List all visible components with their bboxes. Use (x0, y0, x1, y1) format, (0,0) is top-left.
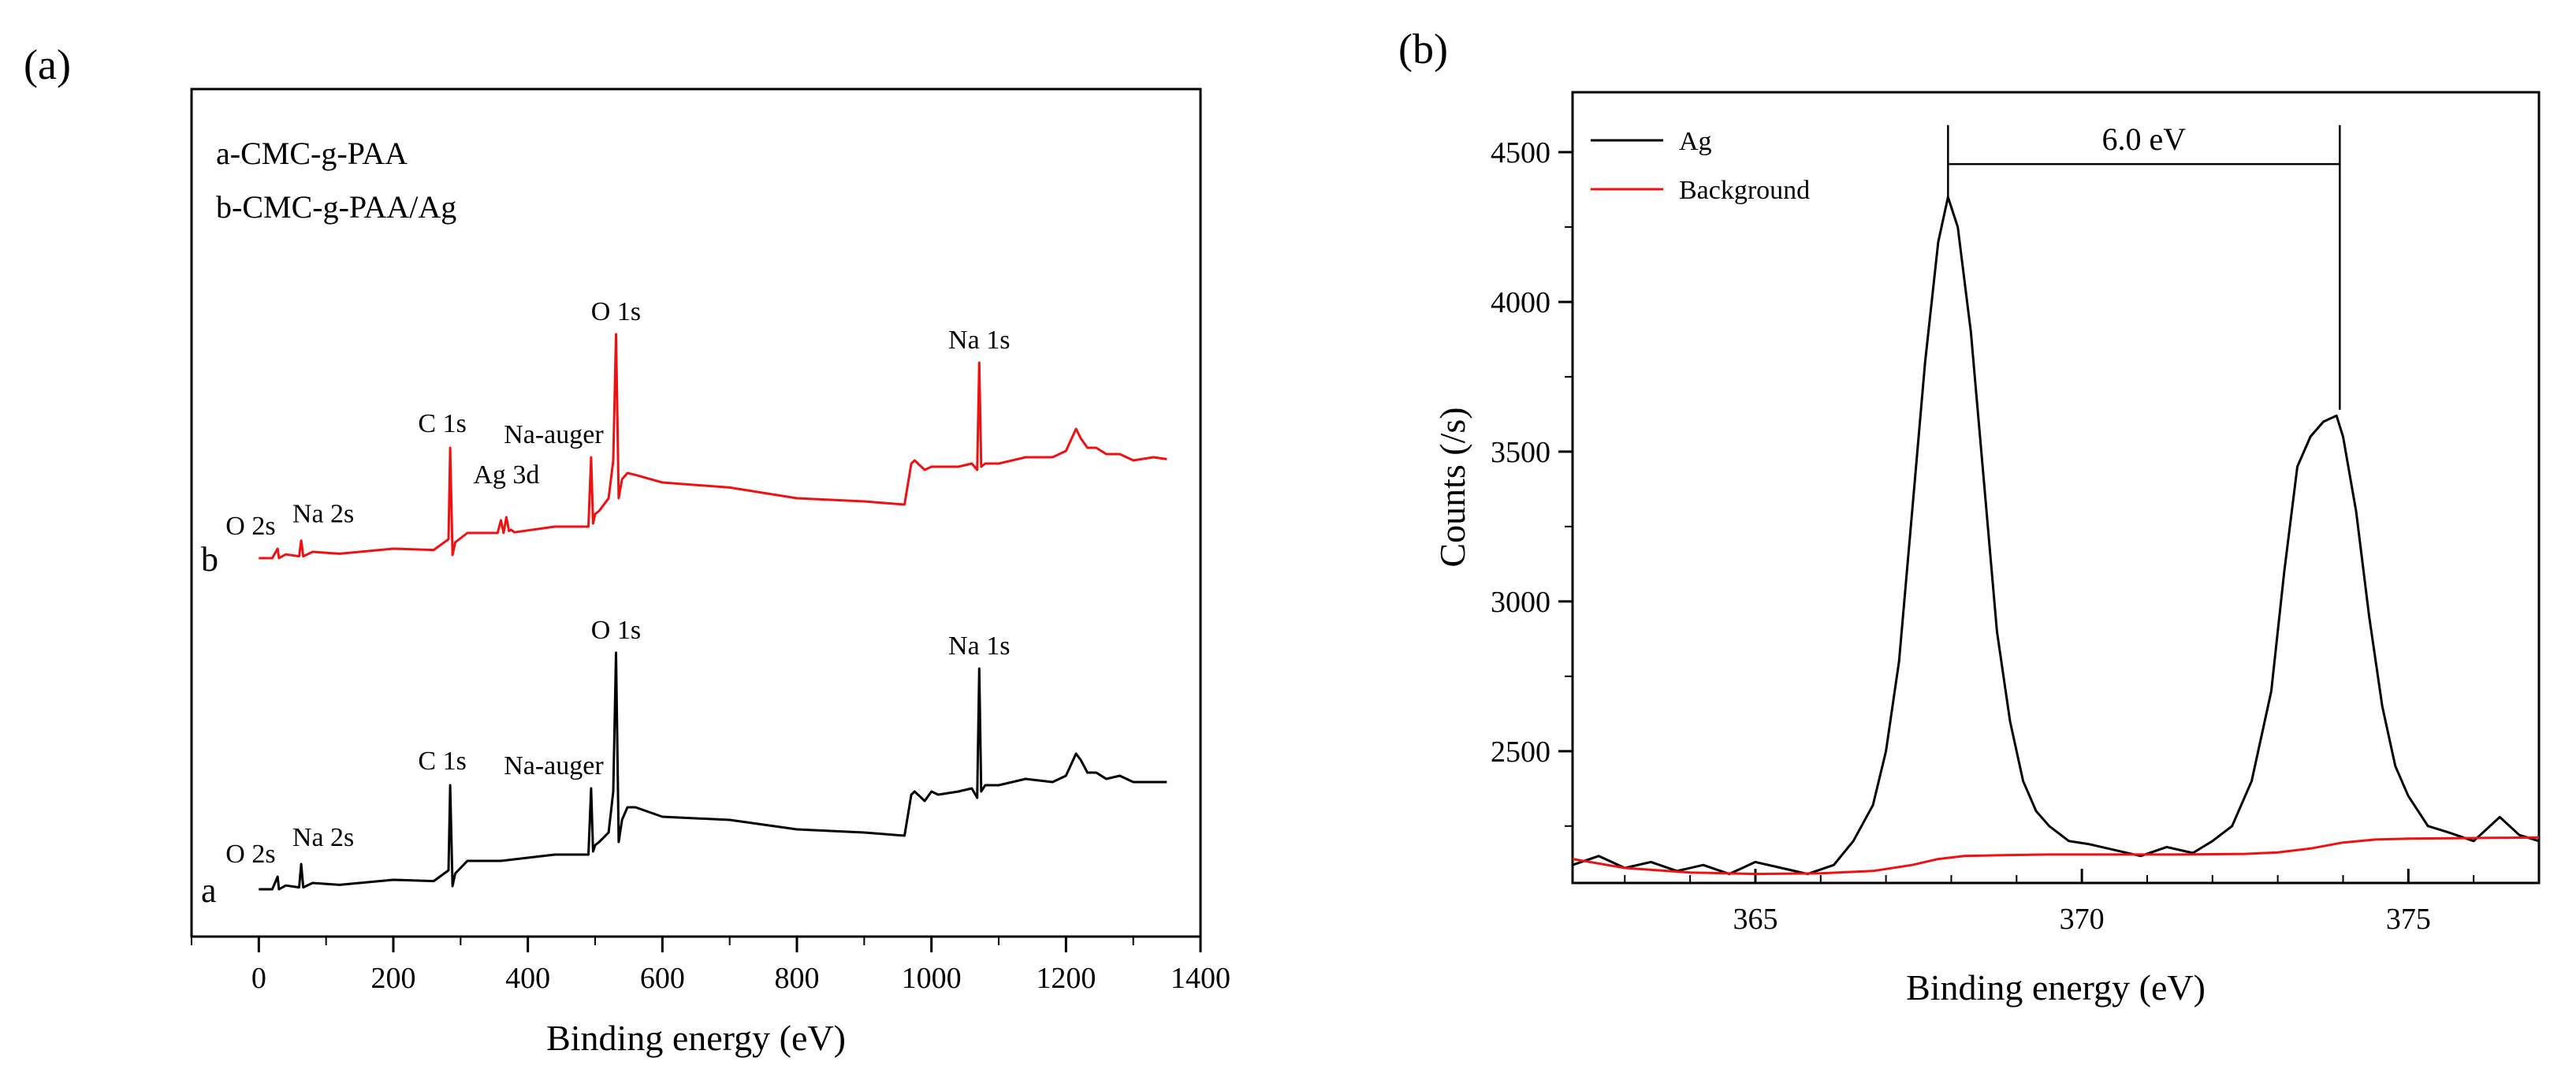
legend-label: Ag (1679, 127, 1712, 156)
y-tick-label: 3500 (1491, 436, 1550, 469)
x-tick-label: 400 (505, 962, 550, 995)
y-tick-label: 3000 (1491, 586, 1550, 619)
panel-b-chart: 365 370 375 2500 3000 3500 4000 4500 6.0 eV Ag B… (1432, 91, 2541, 1008)
series-label-a: a (201, 871, 217, 910)
peak-label: Ag 3d (473, 460, 539, 490)
panel-b-y-axis-label: Counts (/s) (1432, 407, 1472, 567)
series-label-b: b (201, 540, 218, 579)
legend-label: Background (1679, 176, 1810, 205)
panel-label-b: (b) (1398, 25, 1448, 73)
legend-line-b: b-CMC-g-PAA/Ag (216, 189, 456, 225)
panel-a-frame (190, 88, 1202, 938)
peak-label: Na-auger (504, 420, 604, 449)
y-tick-label: 4500 (1491, 136, 1550, 169)
peak-label: C 1s (418, 747, 466, 776)
peak-label: O 2s (225, 512, 275, 541)
x-tick-label: 1000 (902, 962, 962, 995)
peak-label: Na 1s (948, 631, 1010, 661)
peak-label: Na-auger (504, 751, 604, 780)
peak-label: O 2s (225, 840, 275, 869)
x-tick-label: 365 (1733, 903, 1778, 936)
y-tick-label: 2500 (1491, 736, 1550, 769)
x-tick-label: 370 (2060, 903, 2105, 936)
panel-a-x-axis-label: Binding energy (eV) (546, 1018, 846, 1058)
peak-label: O 1s (591, 616, 641, 645)
x-tick-label: 375 (2386, 903, 2431, 936)
series-line-b (259, 333, 1167, 560)
panel-b-x-axis-label: Binding energy (eV) (1906, 967, 2206, 1008)
splitting-label: 6.0 eV (2102, 121, 2187, 157)
peak-label: Na 2s (292, 823, 354, 852)
x-tick-label: 1200 (1036, 962, 1096, 995)
x-tick-label: 0 (251, 962, 266, 995)
series-line-background (1572, 836, 2540, 876)
x-tick-label: 600 (640, 962, 685, 995)
y-tick-label: 4000 (1491, 286, 1550, 319)
panel-b-frame (1571, 91, 2541, 885)
legend-line-a: a-CMC-g-PAA (216, 136, 408, 171)
series-line-ag (1572, 196, 2540, 876)
peak-label: Na 2s (292, 500, 354, 529)
peak-label: C 1s (418, 409, 466, 438)
panel-label-a: (a) (24, 41, 71, 88)
x-tick-label: 1400 (1171, 962, 1230, 995)
panel-a-chart: a-CMC-g-PAA b-CMC-g-PAA/Ag 0 200 400 600 800… (190, 88, 1230, 1058)
series-line-a (259, 651, 1167, 891)
peak-label: O 1s (591, 297, 641, 326)
x-tick-label: 200 (371, 962, 416, 995)
x-tick-label: 800 (775, 962, 820, 995)
peak-label: Na 1s (948, 326, 1010, 355)
